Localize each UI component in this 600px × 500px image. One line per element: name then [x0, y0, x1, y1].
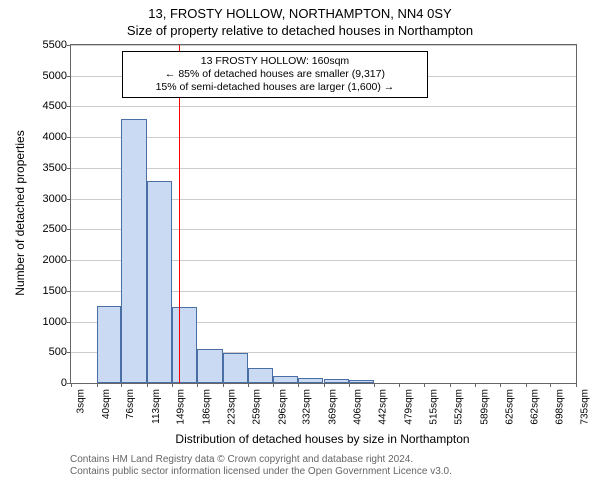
- xtick-mark: [374, 383, 375, 387]
- xtick-mark: [324, 383, 325, 387]
- ytick-label: 500: [49, 346, 67, 358]
- title-sub: Size of property relative to detached ho…: [0, 21, 600, 38]
- histogram-bar: [97, 306, 122, 383]
- y-axis-label: Number of detached properties: [13, 130, 27, 295]
- xtick-mark: [121, 383, 122, 387]
- ytick-label: 1500: [43, 285, 67, 297]
- xtick-mark: [349, 383, 350, 387]
- ytick-label: 1000: [43, 316, 67, 328]
- histogram-bar: [147, 181, 172, 383]
- info-line1: 13 FROSTY HOLLOW: 160sqm: [129, 55, 422, 68]
- ytick-mark: [67, 260, 71, 261]
- title-main: 13, FROSTY HOLLOW, NORTHAMPTON, NN4 0SY: [0, 0, 600, 21]
- info-box: 13 FROSTY HOLLOW: 160sqm← 85% of detache…: [122, 51, 429, 98]
- xtick-mark: [526, 383, 527, 387]
- histogram-bar: [223, 353, 248, 383]
- ytick-label: 5500: [43, 39, 67, 51]
- ytick-mark: [67, 137, 71, 138]
- histogram-bar: [324, 379, 350, 383]
- ytick-mark: [67, 76, 71, 77]
- xtick-mark: [147, 383, 148, 387]
- info-line2: ← 85% of detached houses are smaller (9,…: [129, 68, 422, 81]
- ytick-mark: [67, 168, 71, 169]
- gridline: [71, 45, 576, 46]
- xtick-mark: [223, 383, 224, 387]
- histogram-bar: [121, 119, 147, 383]
- chart-container: 13, FROSTY HOLLOW, NORTHAMPTON, NN4 0SY …: [0, 0, 600, 500]
- ytick-label: 5000: [43, 70, 67, 82]
- histogram-bar: [298, 378, 324, 383]
- xtick-mark: [450, 383, 451, 387]
- xtick-mark: [273, 383, 274, 387]
- x-axis-label: Distribution of detached houses by size …: [175, 432, 469, 446]
- xtick-mark: [576, 383, 577, 387]
- histogram-bar: [172, 307, 198, 383]
- footer-attribution: Contains HM Land Registry data © Crown c…: [70, 454, 452, 478]
- xtick-mark: [475, 383, 476, 387]
- info-line3: 15% of semi-detached houses are larger (…: [129, 81, 422, 94]
- ytick-mark: [67, 322, 71, 323]
- histogram-bar: [273, 376, 298, 383]
- footer-line1: Contains HM Land Registry data © Crown c…: [70, 454, 452, 466]
- ytick-mark: [67, 291, 71, 292]
- xtick-mark: [399, 383, 400, 387]
- xtick-mark: [97, 383, 98, 387]
- ytick-mark: [67, 199, 71, 200]
- ytick-mark: [67, 45, 71, 46]
- histogram-bar: [248, 368, 274, 383]
- ytick-mark: [67, 352, 71, 353]
- histogram-bar: [197, 349, 223, 383]
- ytick-label: 3000: [43, 193, 67, 205]
- xtick-mark: [248, 383, 249, 387]
- histogram-bar: [349, 380, 374, 383]
- ytick-label: 2500: [43, 223, 67, 235]
- ytick-label: 2000: [43, 254, 67, 266]
- xtick-mark: [500, 383, 501, 387]
- xtick-mark: [71, 383, 72, 387]
- ytick-label: 4000: [43, 131, 67, 143]
- plot-area: 0500100015002000250030003500400045005000…: [70, 44, 577, 384]
- xtick-mark: [172, 383, 173, 387]
- ytick-label: 3500: [43, 162, 67, 174]
- xtick-mark: [550, 383, 551, 387]
- ytick-mark: [67, 229, 71, 230]
- gridline: [71, 106, 576, 107]
- footer-line2: Contains public sector information licen…: [70, 466, 452, 478]
- ytick-label: 4500: [43, 100, 67, 112]
- xtick-mark: [197, 383, 198, 387]
- ytick-mark: [67, 106, 71, 107]
- xtick-mark: [298, 383, 299, 387]
- xtick-mark: [424, 383, 425, 387]
